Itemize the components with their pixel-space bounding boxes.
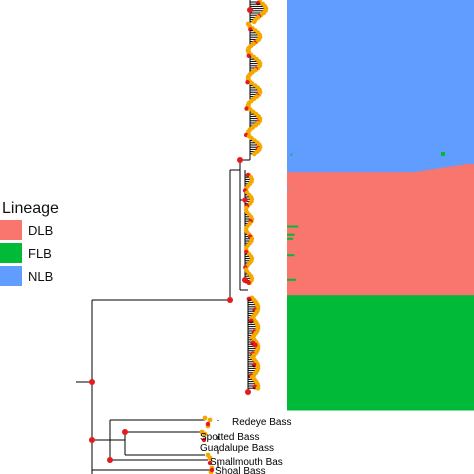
tip-label: Shoal Bass — [215, 466, 266, 474]
tree-node — [207, 460, 213, 466]
tip-label: Smallmouth Bas — [210, 457, 283, 468]
ancestry-row — [393, 174, 474, 176]
ancestry-row — [363, 179, 474, 181]
legend-item-flb: FLB — [0, 242, 90, 264]
tip-labels: Redeye Bass Spotted Bass Guadalupe Bass … — [200, 417, 291, 474]
tree-node — [227, 297, 233, 303]
tree-node — [122, 429, 128, 435]
ancestry-row-segment — [287, 278, 296, 281]
tree-node — [242, 197, 248, 203]
tree-node — [209, 467, 215, 473]
ancestry-row-segment — [287, 153, 291, 156]
ancestry-row-segment — [287, 225, 299, 228]
ancestry-row — [428, 169, 474, 171]
legend-swatch-nlb — [0, 266, 22, 286]
ancestry-row — [381, 176, 474, 178]
tree-node — [247, 7, 253, 13]
tree-node — [246, 53, 251, 58]
tree-node — [205, 421, 211, 427]
ancestry-row — [339, 182, 474, 185]
ancestry-row — [411, 172, 474, 174]
ancestry-row-segment — [287, 151, 295, 154]
tree-node — [207, 417, 213, 423]
legend-label: DLB — [28, 222, 54, 238]
ancestry-row — [405, 173, 474, 175]
ancestry-row — [458, 164, 474, 167]
legend-item-nlb: NLB — [0, 265, 90, 287]
tip-label: Guadalupe Bass — [200, 443, 274, 454]
tree-node — [246, 280, 251, 285]
ancestry-row — [387, 175, 474, 177]
ancestry-row-segment — [290, 153, 293, 156]
tree-node — [207, 455, 213, 461]
legend-label: FLB — [28, 245, 52, 261]
ancestry-block-nlb — [287, 0, 474, 173]
tip-label: Redeye Bass — [232, 417, 291, 428]
legend-swatch-dlb — [0, 220, 22, 240]
tree-node — [252, 342, 258, 348]
tree-node — [245, 80, 250, 85]
ancestry-row-segment — [287, 237, 293, 240]
ancestry-row — [375, 177, 474, 179]
legend-title: Lineage — [2, 200, 59, 217]
ancestry-row-segment — [441, 152, 445, 156]
tree-node — [201, 437, 207, 443]
ancestry-row — [345, 182, 474, 184]
ancestry-row — [351, 181, 474, 183]
tree-node — [89, 437, 95, 443]
ancestry-block-flb — [287, 295, 474, 411]
tree-node — [251, 151, 257, 157]
ancestry-row — [440, 167, 474, 169]
tip-label: Spotted Bass — [200, 432, 259, 443]
ancestry-row — [452, 165, 474, 167]
ancestry-row — [446, 166, 474, 168]
ancestry-row-segment — [287, 233, 295, 236]
tree-node — [107, 457, 113, 463]
tree-node — [251, 19, 257, 25]
ancestry-row — [417, 171, 474, 173]
ancestry-barplot — [287, 0, 474, 411]
ancestry-row — [369, 178, 474, 180]
ancestry-block-dlb — [287, 172, 474, 296]
ancestry-row — [357, 180, 474, 182]
ancestry-row-segment — [287, 147, 304, 150]
phylogenetic-tree — [76, 0, 269, 474]
ancestry-row-segment — [287, 299, 293, 302]
ancestry-row-segment — [287, 188, 289, 191]
legend-label: NLB — [28, 268, 54, 284]
ancestry-row — [423, 170, 474, 172]
legend: Lineage DLB FLB NLB — [0, 200, 90, 287]
tree-node — [89, 379, 95, 385]
tree-node — [202, 415, 208, 421]
ancestry-row — [399, 173, 474, 176]
tree-node — [255, 385, 261, 391]
legend-swatch-flb — [0, 243, 22, 263]
ancestry-row — [434, 168, 474, 170]
tree-node — [244, 106, 249, 111]
legend-item-dlb: DLB — [0, 219, 90, 241]
tree-node — [237, 157, 243, 163]
tree-node — [242, 277, 248, 283]
ancestry-row — [464, 164, 474, 166]
tree-node — [202, 431, 208, 437]
ancestry-row-segment — [287, 254, 295, 257]
tree-node — [245, 389, 251, 395]
